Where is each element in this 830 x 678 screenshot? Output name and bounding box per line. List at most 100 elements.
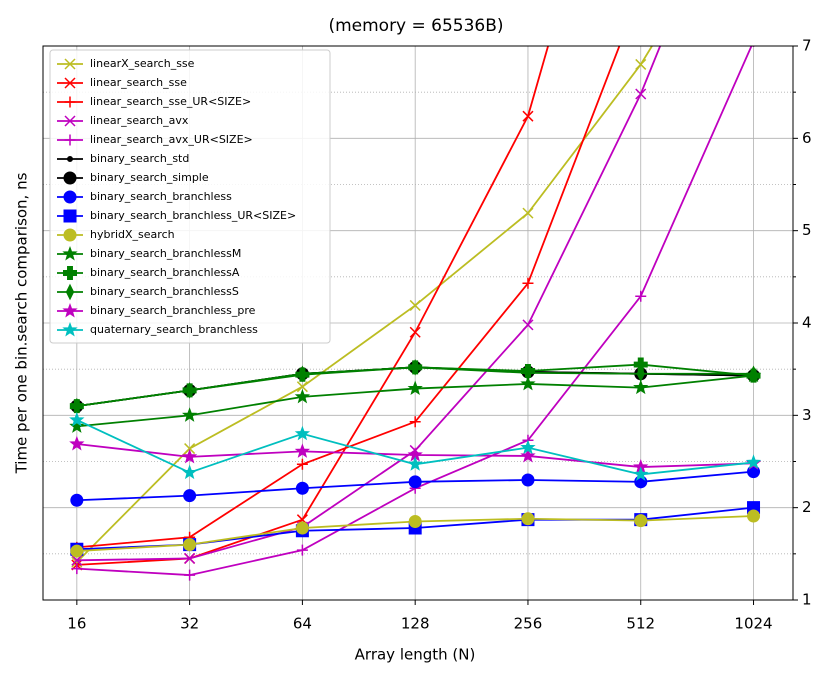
plot-area (69, 46, 762, 581)
y-tick-label: 2 (802, 498, 812, 516)
data-point (184, 552, 196, 564)
x-tick-label: 16 (67, 615, 86, 633)
legend-marker (64, 77, 76, 89)
x-tick-label: 256 (514, 615, 543, 633)
data-point (294, 388, 311, 404)
data-point (520, 447, 536, 463)
legend-label: linear_search_sse_UR<SIZE> (90, 95, 251, 108)
data-point (635, 290, 647, 302)
x-tick-label: 128 (401, 615, 430, 633)
legend-marker (63, 209, 77, 223)
legend-label: binary_search_branchless_UR<SIZE> (90, 209, 296, 222)
y-tick-label: 1 (802, 591, 812, 609)
data-point (520, 439, 536, 455)
data-point (745, 454, 762, 469)
x-tick-label: 32 (180, 615, 199, 633)
data-point (522, 277, 534, 289)
legend-marker (64, 134, 76, 146)
chart-title: (memory = 65536B) (328, 16, 503, 36)
x-tick-label: 1024 (734, 615, 772, 633)
data-point (411, 359, 420, 376)
data-point (69, 411, 85, 427)
data-point (633, 379, 649, 395)
legend: linearX_search_sse linear_search_sselinea… (49, 49, 331, 344)
legend-marker (63, 266, 77, 280)
data-point (181, 448, 198, 464)
data-point (70, 544, 84, 558)
legend-marker (64, 58, 76, 70)
data-point (747, 509, 761, 523)
data-point (184, 569, 196, 581)
data-point (523, 364, 533, 382)
legend-marker (62, 245, 78, 261)
data-point (69, 418, 85, 433)
data-point (294, 425, 311, 441)
x-tick-label: 512 (626, 615, 655, 633)
data-point (71, 554, 83, 566)
data-point (635, 58, 647, 70)
data-point (184, 443, 196, 455)
data-point (521, 473, 535, 487)
data-point (407, 456, 423, 471)
legend-marker (63, 190, 77, 204)
axes: 1 2 3 4 5 6 7 16 32 64 128 256 512 1024 (67, 37, 811, 633)
legend-marker (65, 283, 75, 301)
data-point (407, 380, 423, 396)
legend-marker (64, 96, 76, 108)
x-axis-label: Array length (N) (355, 646, 476, 664)
y-tick-label: 6 (802, 129, 812, 147)
data-point (522, 207, 534, 219)
legend-label: binary_search_std (90, 152, 189, 165)
data-point (521, 512, 535, 526)
data-point (296, 458, 308, 470)
y-tick-label: 3 (802, 406, 812, 424)
legend-label: quaternary_search_branchless (90, 323, 258, 336)
data-point (635, 88, 647, 100)
data-point (752, 46, 755, 47)
legend-marker (63, 171, 77, 185)
data-point (181, 407, 198, 422)
data-point (71, 563, 83, 575)
legend-label: binary_search_branchless (90, 190, 232, 203)
data-point (749, 365, 758, 383)
data-point (408, 475, 422, 489)
data-point (409, 416, 421, 428)
legend-label: linear_search_avx (90, 114, 189, 127)
data-point (409, 299, 421, 311)
y-tick-label: 4 (802, 314, 812, 332)
data-point (70, 493, 84, 507)
legend-label: binary_search_simple (90, 171, 209, 184)
data-point (520, 375, 536, 391)
data-point (295, 481, 309, 495)
legend-marker (67, 156, 74, 162)
x-tick-label: 64 (293, 615, 312, 633)
legend-box (49, 49, 331, 344)
data-point (185, 382, 194, 399)
data-point (634, 514, 648, 528)
legend-label: linearX_search_sse (90, 57, 195, 70)
data-point (633, 466, 649, 481)
data-point (181, 464, 198, 480)
legend-label: binary_search_branchlessS (90, 285, 239, 298)
data-point (522, 110, 534, 122)
data-point (295, 521, 309, 535)
legend-label: linear_search_avx_UR<SIZE> (90, 133, 253, 146)
data-point (636, 365, 645, 383)
y-tick-label: 5 (802, 221, 812, 239)
legend-label: hybridX_search (90, 228, 175, 241)
legend-marker (62, 321, 78, 337)
legend-label: binary_search_branchless_pre (90, 304, 256, 317)
data-point (409, 326, 421, 338)
legend-marker (63, 228, 77, 242)
data-point (69, 435, 85, 451)
legend-marker (64, 115, 76, 127)
data-point (408, 515, 422, 529)
data-point (296, 381, 308, 393)
legend-marker (62, 302, 78, 318)
legend-label: binary_search_branchlessM (90, 247, 241, 260)
data-point (298, 365, 307, 383)
data-point (183, 538, 197, 552)
data-point (296, 544, 308, 556)
y-axis-label: Time per one bin.search comparison, ns (13, 172, 31, 474)
